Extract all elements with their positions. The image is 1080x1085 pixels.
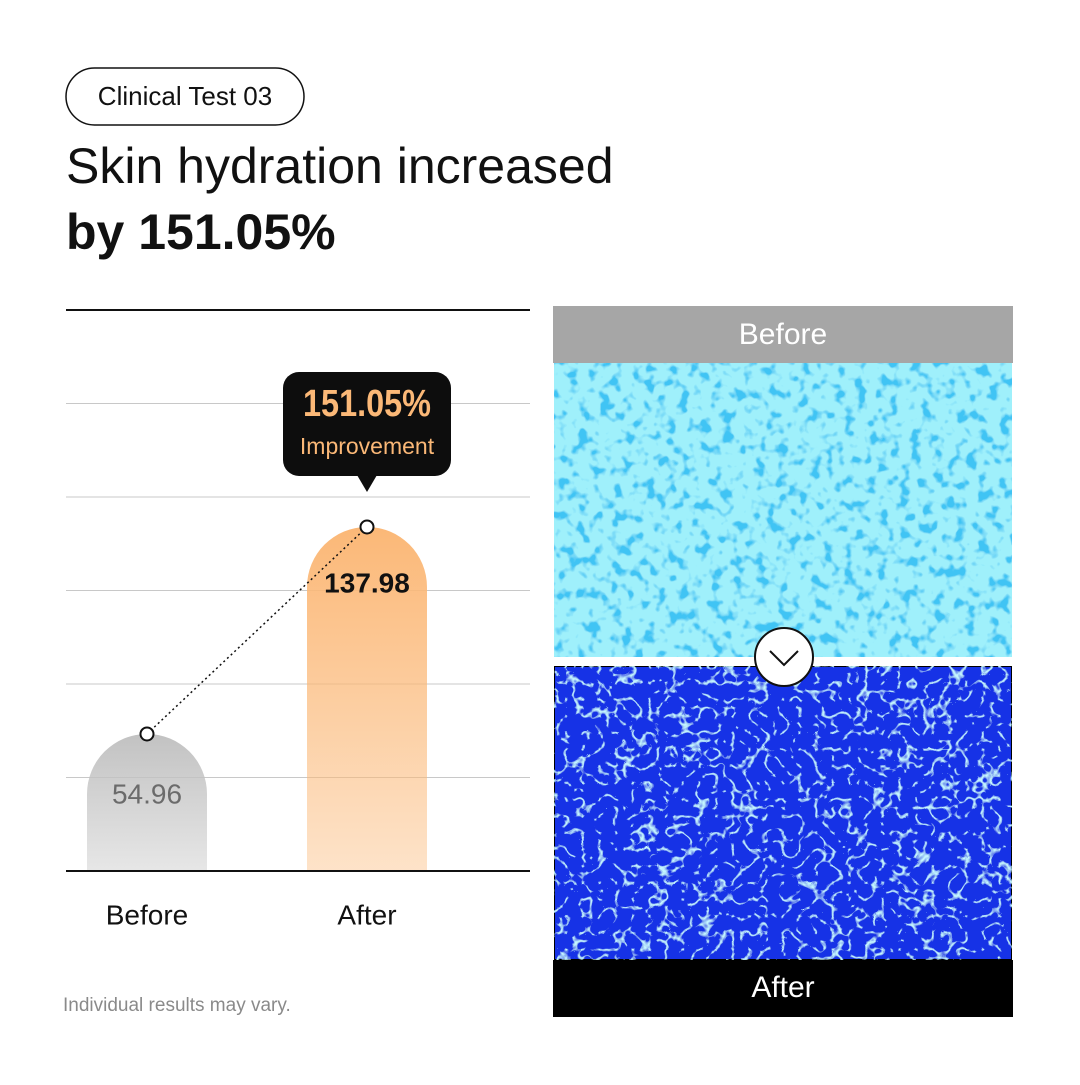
callout-box xyxy=(283,371,451,476)
after-footer xyxy=(553,960,1013,1017)
connector xyxy=(146,526,368,735)
point xyxy=(359,519,375,535)
arrow-circle xyxy=(754,627,814,687)
after-label: After xyxy=(751,971,814,1004)
x-tick-label: After xyxy=(337,899,396,930)
callout-value: 151.05% xyxy=(303,383,431,425)
value-label: 137.98 xyxy=(324,567,410,598)
tag: Clinical Test 03 xyxy=(98,81,272,111)
value-label: 54.96 xyxy=(112,778,182,809)
footnote: Individual results may vary. xyxy=(63,995,291,1016)
after-image xyxy=(553,665,1013,961)
arrow-icon xyxy=(769,650,799,667)
bar xyxy=(87,733,207,871)
x-tick-label: Before xyxy=(106,899,189,930)
before-label: Before xyxy=(739,318,827,351)
before-image xyxy=(554,363,1012,657)
subtitle: by 151.05% xyxy=(66,204,336,260)
before-header xyxy=(553,306,1013,363)
callout-pointer xyxy=(357,474,377,492)
bar xyxy=(307,526,427,871)
tag-pill xyxy=(65,67,305,126)
title: Skin hydration increased xyxy=(66,138,614,194)
chart: 54.96 Before 137.98 After 151.05% Improvement xyxy=(66,309,530,930)
callout-label: Improvement xyxy=(300,433,435,459)
point xyxy=(139,726,155,742)
